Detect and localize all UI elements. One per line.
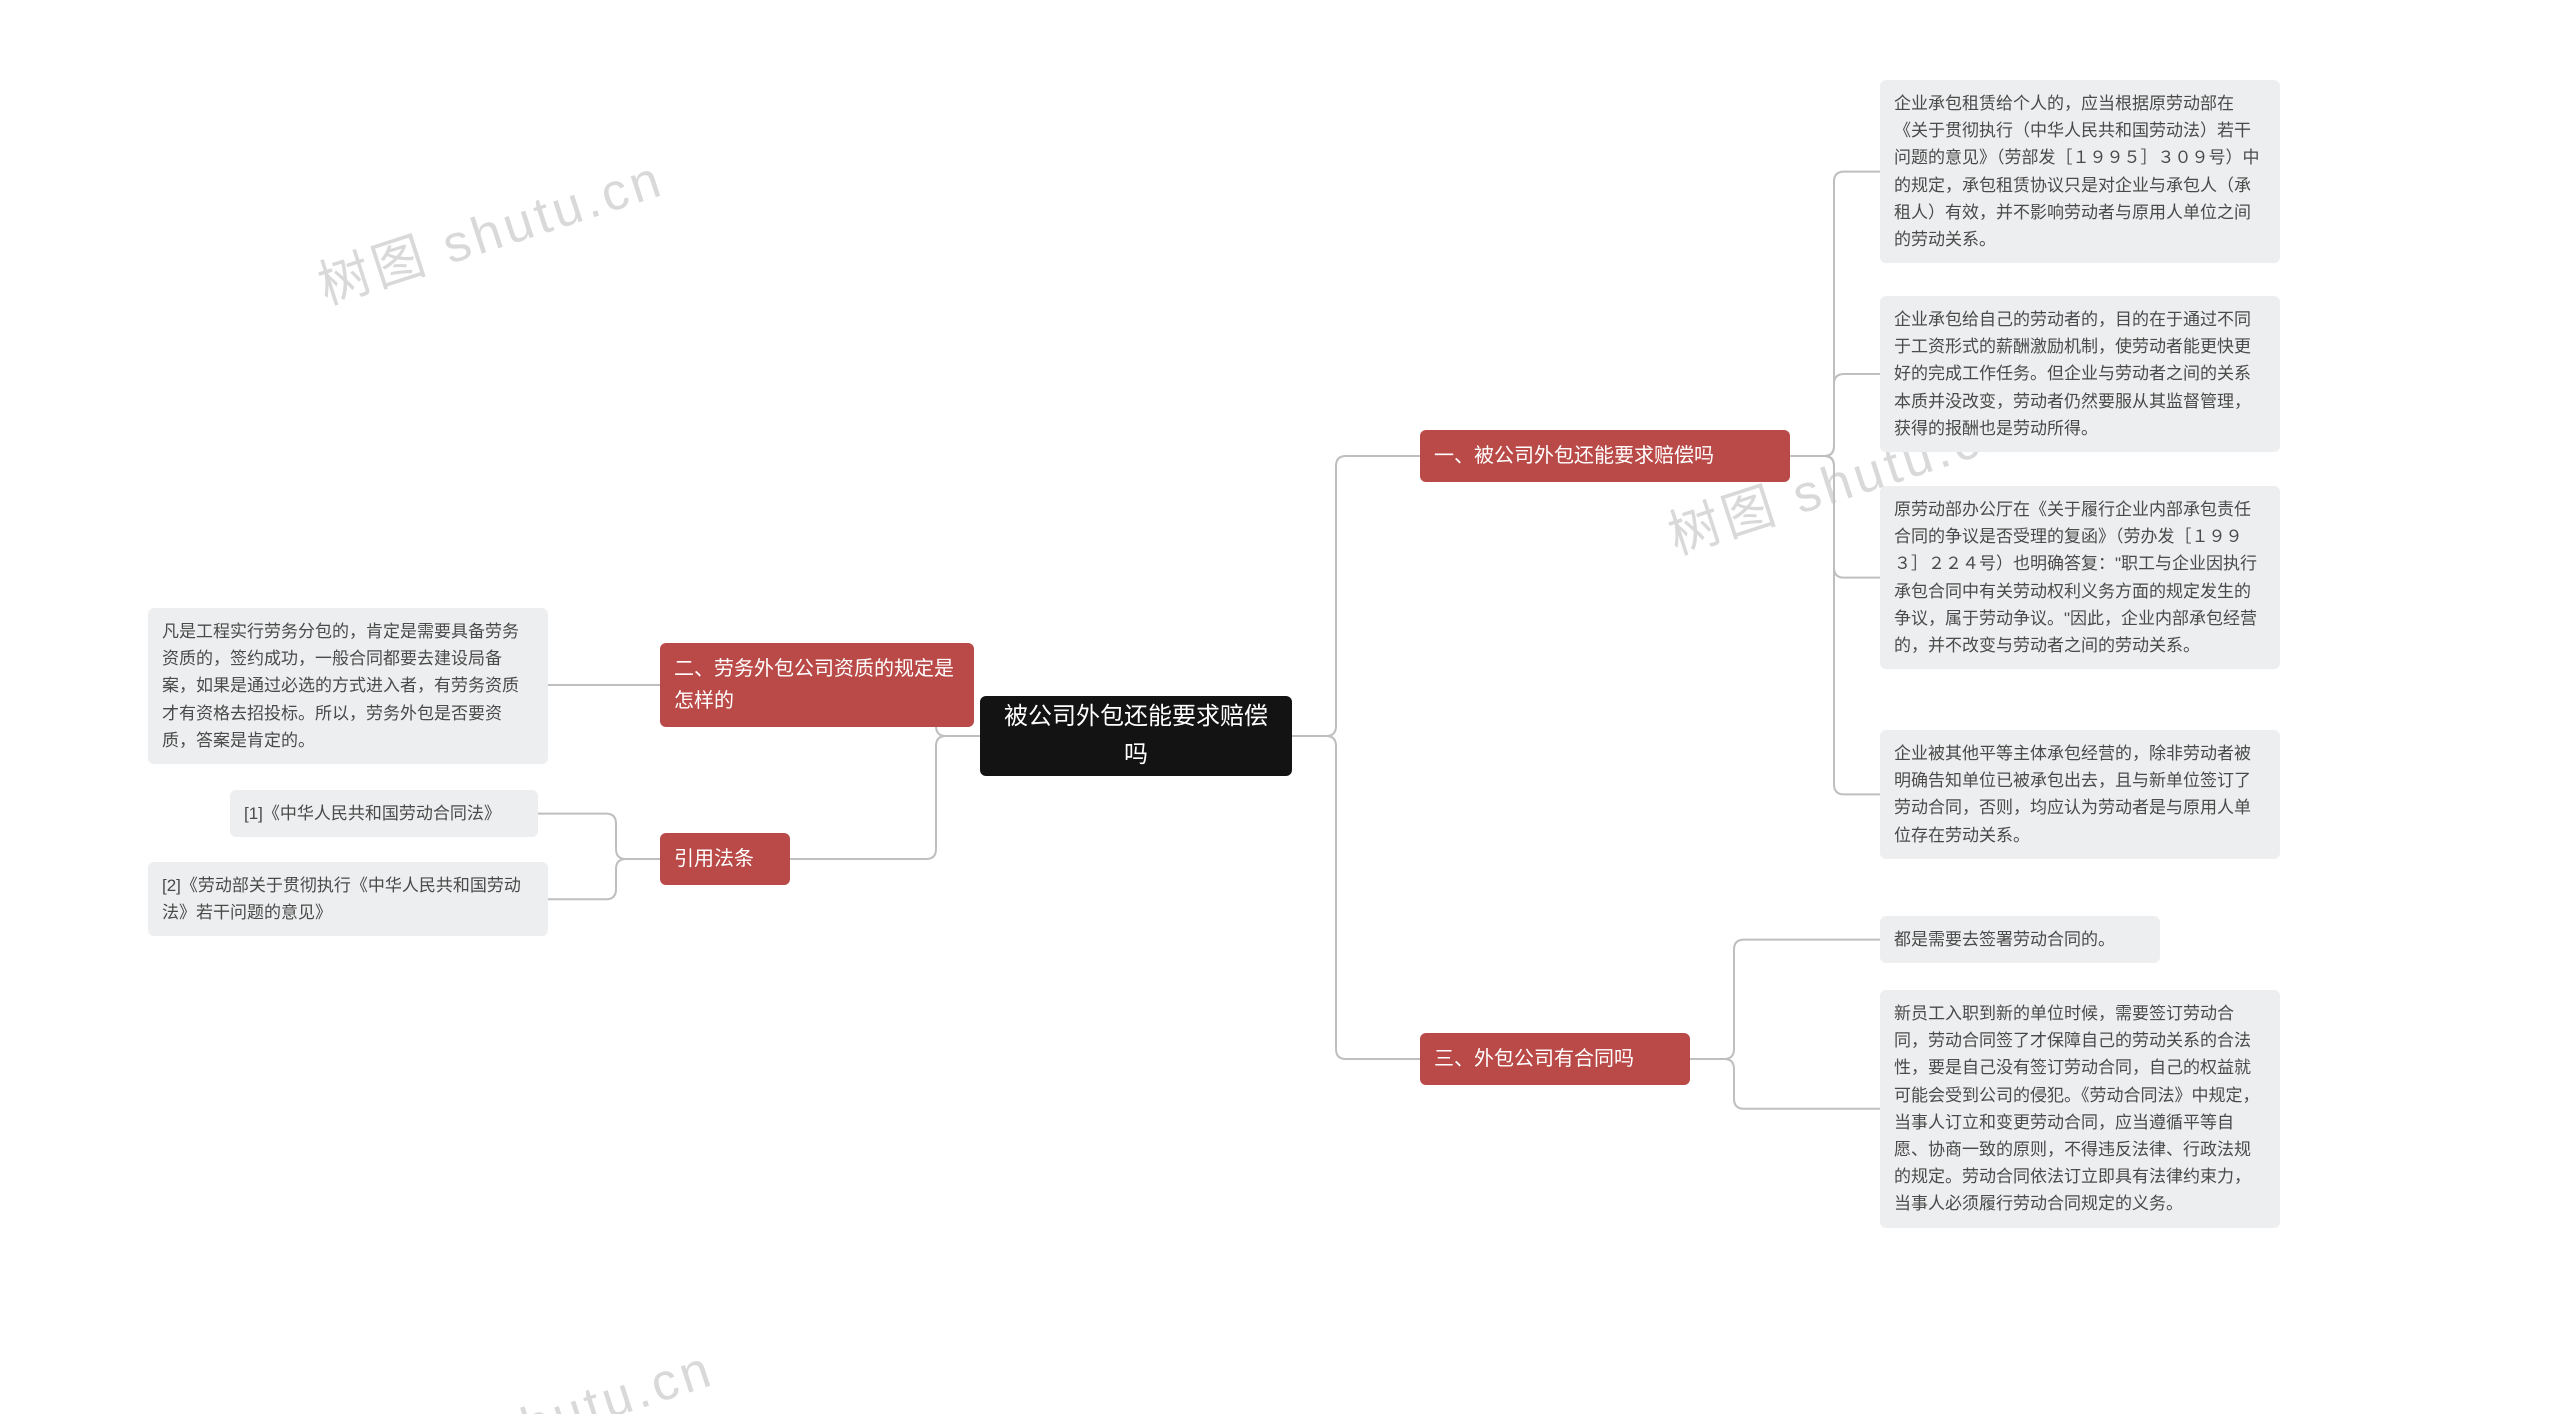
leaf-4b: [2]《劳动部关于贯彻执行《中华人民共和国劳动法》若干问题的意见》 bbox=[148, 862, 548, 936]
mindmap-root: 被公司外包还能要求赔偿吗 bbox=[980, 696, 1292, 776]
branch-1: 一、被公司外包还能要求赔偿吗 bbox=[1420, 430, 1790, 482]
branch-4: 引用法条 bbox=[660, 833, 790, 885]
leaf-3b: 新员工入职到新的单位时候，需要签订劳动合同，劳动合同签了才保障自己的劳动关系的合… bbox=[1880, 990, 2280, 1228]
leaf-1c: 原劳动部办公厅在《关于履行企业内部承包责任合同的争议是否受理的复函》（劳办发［１… bbox=[1880, 486, 2280, 669]
leaf-1a: 企业承包租赁给个人的，应当根据原劳动部在《关于贯彻执行（中华人民共和国劳动法）若… bbox=[1880, 80, 2280, 263]
branch-2: 二、劳务外包公司资质的规定是怎样的 bbox=[660, 643, 974, 727]
leaf-3a: 都是需要去签署劳动合同的。 bbox=[1880, 916, 2160, 963]
leaf-1b: 企业承包给自己的劳动者的，目的在于通过不同于工资形式的薪酬激励机制，使劳动者能更… bbox=[1880, 296, 2280, 452]
watermark: 树图 shutu.cn bbox=[357, 1326, 722, 1414]
leaf-4a: [1]《中华人民共和国劳动合同法》 bbox=[230, 790, 538, 837]
branch-3: 三、外包公司有合同吗 bbox=[1420, 1033, 1690, 1085]
leaf-1d: 企业被其他平等主体承包经营的，除非劳动者被明确告知单位已被承包出去，且与新单位签… bbox=[1880, 730, 2280, 859]
leaf-2a: 凡是工程实行劳务分包的，肯定是需要具备劳务资质的，签约成功，一般合同都要去建设局… bbox=[148, 608, 548, 764]
watermark: 树图 shutu.cn bbox=[307, 136, 672, 318]
